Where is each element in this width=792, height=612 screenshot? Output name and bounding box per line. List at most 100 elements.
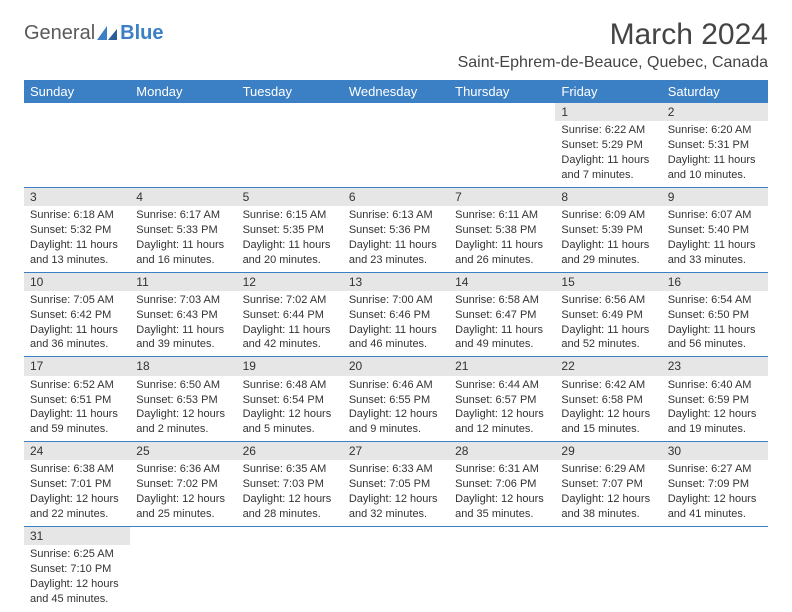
day-daylight2: and 33 minutes. [668,253,762,268]
day-sunrise: Sunrise: 6:31 AM [455,462,549,477]
day-daylight1: Daylight: 12 hours [243,492,337,507]
weekday-header-row: SundayMondayTuesdayWednesdayThursdayFrid… [24,80,768,103]
weekday-header: Thursday [449,80,555,103]
calendar-week-row: 31Sunrise: 6:25 AMSunset: 7:10 PMDayligh… [24,526,768,610]
calendar-cell: 29Sunrise: 6:29 AMSunset: 7:07 PMDayligh… [555,442,661,527]
day-details: Sunrise: 6:22 AMSunset: 5:29 PMDaylight:… [555,121,661,186]
day-daylight2: and 49 minutes. [455,337,549,352]
day-daylight1: Daylight: 12 hours [243,407,337,422]
day-sunset: Sunset: 7:02 PM [136,477,230,492]
day-sunset: Sunset: 6:44 PM [243,308,337,323]
day-daylight1: Daylight: 11 hours [349,238,443,253]
day-daylight1: Daylight: 11 hours [455,323,549,338]
month-title: March 2024 [458,18,768,52]
day-sunset: Sunset: 7:10 PM [30,562,124,577]
day-number: 24 [24,442,130,460]
weekday-header: Tuesday [237,80,343,103]
day-sunset: Sunset: 6:47 PM [455,308,549,323]
logo-text-blue: Blue [120,22,163,45]
calendar-cell [343,526,449,610]
calendar-week-row: 17Sunrise: 6:52 AMSunset: 6:51 PMDayligh… [24,357,768,442]
day-number: 14 [449,273,555,291]
calendar-week-row: 3Sunrise: 6:18 AMSunset: 5:32 PMDaylight… [24,187,768,272]
calendar-cell: 13Sunrise: 7:00 AMSunset: 6:46 PMDayligh… [343,272,449,357]
day-sunset: Sunset: 5:31 PM [668,138,762,153]
day-number: 19 [237,357,343,375]
day-daylight1: Daylight: 11 hours [561,323,655,338]
calendar-cell: 28Sunrise: 6:31 AMSunset: 7:06 PMDayligh… [449,442,555,527]
day-details: Sunrise: 6:38 AMSunset: 7:01 PMDaylight:… [24,460,130,525]
day-sunset: Sunset: 5:29 PM [561,138,655,153]
calendar-cell [237,526,343,610]
day-daylight2: and 52 minutes. [561,337,655,352]
day-sunrise: Sunrise: 7:02 AM [243,293,337,308]
day-sunrise: Sunrise: 6:42 AM [561,378,655,393]
calendar-cell: 6Sunrise: 6:13 AMSunset: 5:36 PMDaylight… [343,187,449,272]
day-daylight2: and 41 minutes. [668,507,762,522]
day-sunrise: Sunrise: 6:27 AM [668,462,762,477]
calendar-week-row: 10Sunrise: 7:05 AMSunset: 6:42 PMDayligh… [24,272,768,357]
day-daylight1: Daylight: 11 hours [30,407,124,422]
calendar-cell: 8Sunrise: 6:09 AMSunset: 5:39 PMDaylight… [555,187,661,272]
day-daylight1: Daylight: 12 hours [349,492,443,507]
empty-day-bar [449,103,555,121]
day-sunrise: Sunrise: 6:20 AM [668,123,762,138]
day-sunrise: Sunrise: 7:03 AM [136,293,230,308]
day-sunset: Sunset: 6:53 PM [136,393,230,408]
day-daylight1: Daylight: 11 hours [668,153,762,168]
day-sunrise: Sunrise: 6:09 AM [561,208,655,223]
day-daylight2: and 36 minutes. [30,337,124,352]
day-number: 21 [449,357,555,375]
day-sunset: Sunset: 6:55 PM [349,393,443,408]
calendar-cell: 17Sunrise: 6:52 AMSunset: 6:51 PMDayligh… [24,357,130,442]
day-number: 27 [343,442,449,460]
day-daylight1: Daylight: 11 hours [136,238,230,253]
day-details: Sunrise: 6:29 AMSunset: 7:07 PMDaylight:… [555,460,661,525]
day-daylight1: Daylight: 11 hours [561,153,655,168]
day-daylight2: and 23 minutes. [349,253,443,268]
day-daylight2: and 5 minutes. [243,422,337,437]
day-sunrise: Sunrise: 6:54 AM [668,293,762,308]
day-daylight2: and 9 minutes. [349,422,443,437]
day-daylight1: Daylight: 11 hours [243,238,337,253]
day-number: 18 [130,357,236,375]
day-daylight2: and 56 minutes. [668,337,762,352]
day-details: Sunrise: 6:58 AMSunset: 6:47 PMDaylight:… [449,291,555,356]
day-sunrise: Sunrise: 6:11 AM [455,208,549,223]
day-sunrise: Sunrise: 6:17 AM [136,208,230,223]
day-sunrise: Sunrise: 6:13 AM [349,208,443,223]
day-daylight2: and 25 minutes. [136,507,230,522]
day-sunset: Sunset: 6:43 PM [136,308,230,323]
day-number: 7 [449,188,555,206]
day-number: 31 [24,527,130,545]
day-sunrise: Sunrise: 6:46 AM [349,378,443,393]
empty-day-bar [343,103,449,121]
day-details: Sunrise: 6:13 AMSunset: 5:36 PMDaylight:… [343,206,449,271]
day-number: 6 [343,188,449,206]
day-daylight1: Daylight: 12 hours [455,407,549,422]
day-daylight2: and 20 minutes. [243,253,337,268]
day-sunrise: Sunrise: 6:48 AM [243,378,337,393]
empty-day-bar [237,103,343,121]
calendar-cell: 9Sunrise: 6:07 AMSunset: 5:40 PMDaylight… [662,187,768,272]
day-sunset: Sunset: 6:49 PM [561,308,655,323]
day-sunset: Sunset: 7:03 PM [243,477,337,492]
day-details: Sunrise: 6:52 AMSunset: 6:51 PMDaylight:… [24,376,130,441]
day-details: Sunrise: 6:07 AMSunset: 5:40 PMDaylight:… [662,206,768,271]
day-daylight2: and 46 minutes. [349,337,443,352]
day-number: 3 [24,188,130,206]
day-number: 26 [237,442,343,460]
calendar-cell: 16Sunrise: 6:54 AMSunset: 6:50 PMDayligh… [662,272,768,357]
calendar-cell: 14Sunrise: 6:58 AMSunset: 6:47 PMDayligh… [449,272,555,357]
day-daylight1: Daylight: 12 hours [136,407,230,422]
day-daylight1: Daylight: 11 hours [136,323,230,338]
day-daylight1: Daylight: 11 hours [455,238,549,253]
day-sunset: Sunset: 7:01 PM [30,477,124,492]
day-details: Sunrise: 6:09 AMSunset: 5:39 PMDaylight:… [555,206,661,271]
day-details: Sunrise: 6:17 AMSunset: 5:33 PMDaylight:… [130,206,236,271]
day-details: Sunrise: 6:27 AMSunset: 7:09 PMDaylight:… [662,460,768,525]
day-sunrise: Sunrise: 6:29 AM [561,462,655,477]
day-sunset: Sunset: 7:07 PM [561,477,655,492]
calendar-cell: 18Sunrise: 6:50 AMSunset: 6:53 PMDayligh… [130,357,236,442]
day-daylight2: and 10 minutes. [668,168,762,183]
